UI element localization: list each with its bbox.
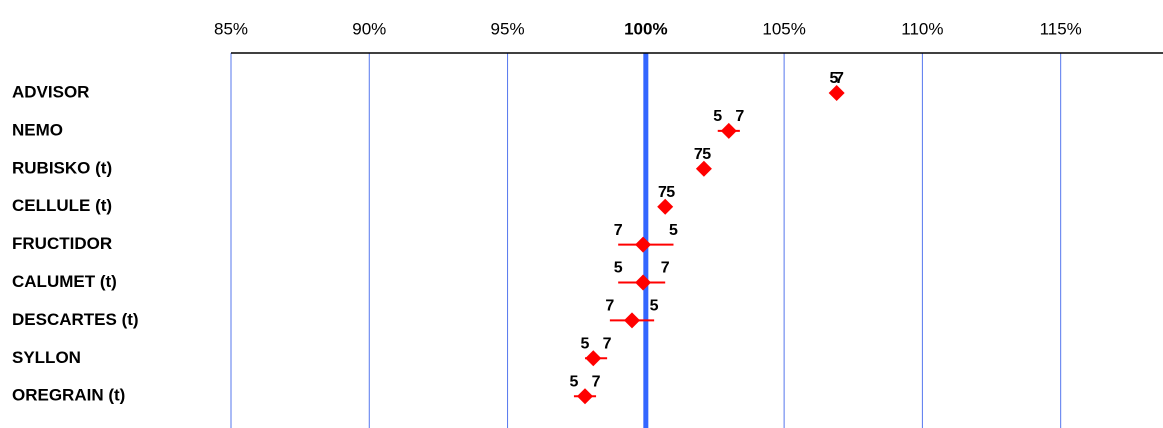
- point-marker: [624, 312, 641, 329]
- end-label: 7: [614, 222, 623, 239]
- x-tick-label: 105%: [762, 19, 805, 38]
- end-label: 5: [669, 222, 678, 239]
- point-marker: [576, 388, 593, 405]
- end-label: 5: [581, 336, 590, 353]
- x-tick-label: 115%: [1040, 19, 1082, 38]
- category-label: OREGRAIN (t): [12, 386, 125, 405]
- end-label: 7: [658, 184, 667, 201]
- category-label: FRUCTIDOR: [12, 234, 112, 253]
- x-tick-label: 95%: [491, 19, 525, 38]
- point-marker: [828, 85, 845, 101]
- point-marker: [695, 160, 712, 177]
- end-label: 7: [835, 70, 844, 87]
- category-label: SYLLON: [12, 348, 81, 367]
- end-label: 7: [694, 146, 703, 163]
- x-tick-label: 110%: [901, 19, 943, 38]
- point-marker: [585, 350, 602, 367]
- x-tick-label: 90%: [352, 19, 386, 38]
- end-label: 7: [592, 373, 601, 390]
- category-label: NEMO: [12, 120, 63, 139]
- category-label: DESCARTES (t): [12, 310, 139, 329]
- x-tick-label: 100%: [624, 19, 667, 38]
- category-label: RUBISKO (t): [12, 158, 112, 177]
- end-label: 5: [829, 70, 838, 87]
- category-label: CALUMET (t): [12, 272, 117, 291]
- x-tick-label: 85%: [214, 19, 248, 38]
- category-label: ADVISOR: [12, 82, 89, 101]
- category-label: CELLULE (t): [12, 196, 112, 215]
- end-label: 7: [605, 298, 614, 315]
- point-marker: [657, 198, 674, 215]
- point-marker: [635, 274, 652, 291]
- end-label: 5: [713, 108, 722, 125]
- end-label: 5: [702, 146, 711, 163]
- end-label: 7: [603, 336, 612, 353]
- point-marker: [720, 122, 737, 139]
- end-label: 5: [614, 260, 623, 277]
- end-label: 7: [735, 108, 744, 125]
- end-label: 5: [569, 373, 578, 390]
- end-label: 5: [666, 184, 675, 201]
- end-label: 5: [650, 298, 659, 315]
- end-label: 7: [661, 260, 670, 277]
- point-marker: [635, 236, 652, 253]
